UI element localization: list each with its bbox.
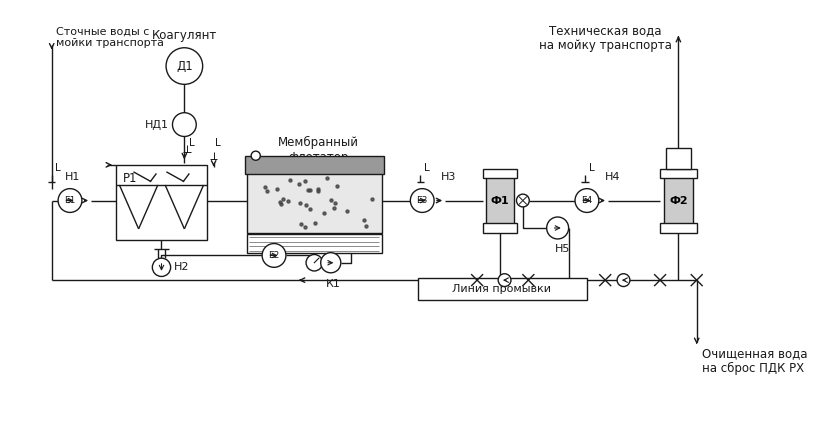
Text: Е4: Е4 [581, 196, 593, 205]
Text: Н5: Н5 [554, 243, 570, 253]
Bar [660, 224, 697, 233]
Bar [660, 168, 697, 178]
Text: Мембранный
флотатор: Мембранный флотатор [278, 135, 359, 164]
Text: Е2: Е2 [269, 251, 280, 260]
Text: L: L [589, 163, 594, 173]
Circle shape [166, 48, 203, 84]
Text: Е1: Е1 [64, 196, 76, 205]
Circle shape [252, 151, 260, 160]
Bar [418, 278, 587, 300]
Bar [247, 161, 382, 233]
Bar [483, 168, 518, 178]
Circle shape [516, 194, 529, 207]
Text: Коагулянт: Коагулянт [151, 29, 217, 42]
Text: Н2: Н2 [174, 262, 190, 272]
Bar [116, 165, 208, 240]
Text: Н4: Н4 [606, 172, 621, 182]
Circle shape [58, 189, 82, 212]
Bar [663, 172, 693, 229]
Circle shape [575, 189, 599, 212]
Text: L: L [216, 138, 221, 148]
Text: Ф1: Ф1 [491, 196, 510, 206]
Text: L: L [55, 163, 61, 173]
Text: Сточные воды с
мойки транспорта: Сточные воды с мойки транспорта [56, 27, 164, 48]
Bar [483, 224, 518, 233]
Text: Р1: Р1 [123, 172, 138, 185]
Circle shape [262, 243, 286, 267]
Text: Н3: Н3 [440, 172, 456, 182]
Text: Линия промывки: Линия промывки [453, 284, 551, 294]
Bar [666, 148, 691, 168]
Circle shape [617, 274, 630, 286]
Circle shape [306, 254, 322, 271]
Text: Е3: Е3 [417, 196, 428, 205]
Text: Н1: Н1 [65, 172, 81, 182]
Circle shape [152, 258, 171, 276]
Bar [486, 172, 514, 229]
Circle shape [173, 113, 196, 136]
Circle shape [498, 274, 511, 286]
Text: Техническая вода
на мойку транспорта: Техническая вода на мойку транспорта [539, 24, 672, 52]
Circle shape [547, 217, 569, 239]
Text: Очищенная вода
на сброс ПДК РХ: Очищенная вода на сброс ПДК РХ [702, 347, 807, 375]
Text: К1: К1 [326, 279, 341, 289]
Text: L: L [189, 138, 195, 148]
Text: L: L [424, 163, 430, 173]
Circle shape [410, 189, 434, 212]
Text: Ф2: Ф2 [669, 196, 688, 206]
Bar [245, 156, 384, 174]
Circle shape [321, 253, 341, 273]
Text: Д1: Д1 [176, 59, 193, 72]
Bar [247, 234, 382, 253]
Text: НД1: НД1 [145, 120, 168, 130]
